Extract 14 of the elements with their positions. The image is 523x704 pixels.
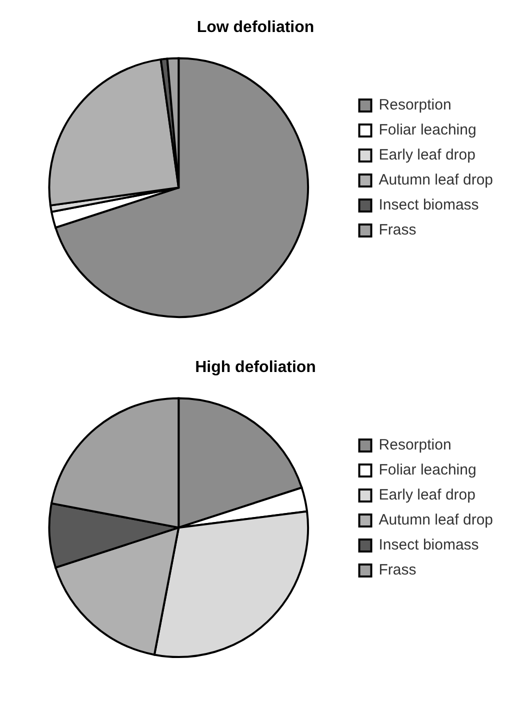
legend-label: Resorption (378, 96, 452, 114)
legend-label: Autumn leaf drop (378, 172, 494, 189)
legend-label: Autumn leaf drop (378, 512, 494, 529)
legend-label: Frass (378, 222, 416, 239)
chart-title: High defoliation (195, 359, 316, 376)
legend-label: Early leaf drop (378, 146, 476, 164)
legend-label: Frass (378, 562, 416, 579)
legend-label: Foliar leaching (378, 122, 476, 139)
legend-label: Insect biomass (378, 196, 479, 214)
legend-label: Foliar leaching (378, 462, 476, 479)
chart-title: Low defoliation (196, 19, 314, 36)
legend-label: Early leaf drop (378, 486, 476, 504)
legend-label: Insect biomass (378, 536, 479, 554)
legend-label: Resorption (378, 436, 452, 454)
